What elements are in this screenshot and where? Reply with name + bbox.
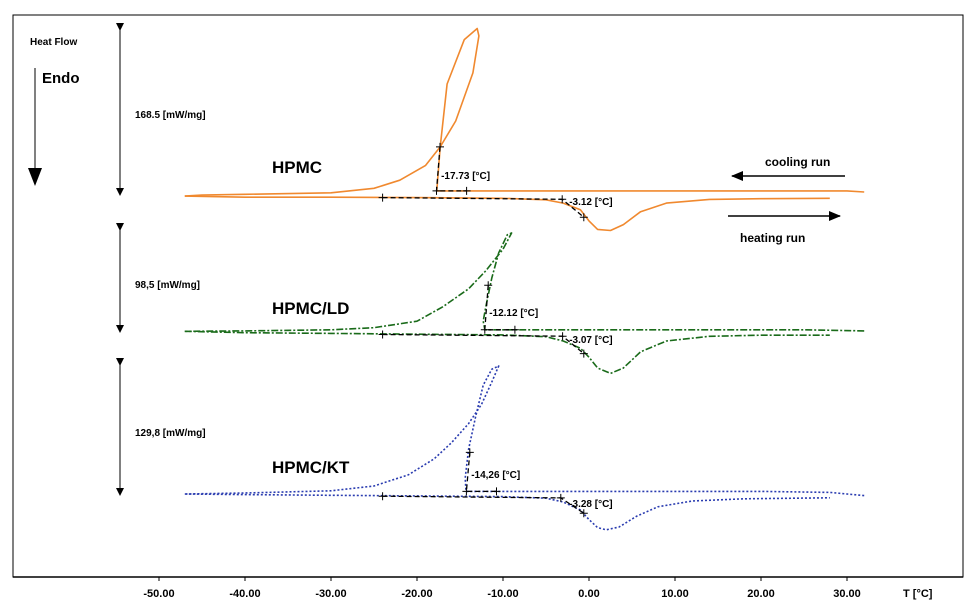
x-tick-label: -20.00 <box>401 588 432 600</box>
cooling-run-label: cooling run <box>765 155 830 169</box>
onset-marker-hpmc-kt-4 <box>556 493 565 502</box>
curve-hpmc-kt-cooling <box>184 365 865 497</box>
series-name-hpmc-kt: HPMC/KT <box>272 458 350 477</box>
onset-tangent-cooling-hpmc-kt <box>465 452 497 493</box>
curve-hpmc-cooling <box>184 27 865 197</box>
series-name-hpmc: HPMC <box>272 158 322 177</box>
onset-marker-hpmc-ld-1 <box>480 325 489 334</box>
onset-marker-hpmc-kt-2 <box>492 487 501 496</box>
x-tick-label: -10.00 <box>487 588 518 600</box>
onset-tangent-cooling-hpmc <box>435 146 467 192</box>
onset-label-heating-hpmc-ld: -3.07 [°C] <box>569 335 612 346</box>
endo-label: Endo <box>42 70 80 87</box>
x-tick-label: 0.00 <box>578 588 599 600</box>
onset-marker-hpmc-ld-5 <box>579 349 588 358</box>
curves-layer <box>184 27 865 531</box>
x-tick-label: -40.00 <box>229 588 260 600</box>
x-tick-label: -30.00 <box>315 588 346 600</box>
x-ticks-layer: -50.00 -40.00 -30.00 -20.00 -10.00 0.00 10.00 2… <box>143 577 861 600</box>
onset-marker-hpmc-ld-4 <box>558 332 567 341</box>
onset-marker-hpmc-4 <box>558 195 567 204</box>
x-tick-label: 20.00 <box>747 588 775 600</box>
curve-hpmc-ld-heating <box>184 330 830 375</box>
onset-marker-hpmc-5 <box>579 213 588 222</box>
onset-label-cooling-hpmc-ld: -12.12 [°C] <box>489 308 538 319</box>
onset-marker-hpmc-0 <box>436 142 444 151</box>
endo-arrow-head <box>28 168 42 186</box>
onset-tangent-heating-hpmc-ld <box>382 333 585 355</box>
onset-marker-hpmc-kt-5 <box>579 509 588 518</box>
onset-tangent-heating-hpmc-kt <box>382 495 585 514</box>
onset-label-heating-hpmc: -3.12 [°C] <box>569 197 612 208</box>
onset-marker-hpmc-ld-2 <box>510 325 519 334</box>
scale-label-hpmc-ld: 98,5 [mW/mg] <box>135 280 200 291</box>
onset-label-heating-hpmc-kt: -3.28 [°C] <box>569 499 612 510</box>
curve-hpmc-heating <box>184 195 830 232</box>
scale-label-hpmc-kt: 129,8 [mW/mg] <box>135 428 206 439</box>
onset-marker-hpmc-kt-1 <box>462 487 471 496</box>
onset-marker-hpmc-ld-0 <box>484 281 493 290</box>
y-axis-label: Heat Flow <box>30 37 77 48</box>
onset-marker-hpmc-kt-3 <box>378 492 387 501</box>
scale-label-hpmc: 168.5 [mW/mg] <box>135 110 206 121</box>
x-tick-label: 30.00 <box>833 588 861 600</box>
x-tick-label: -50.00 <box>143 588 174 600</box>
onset-label-cooling-hpmc: -17.73 [°C] <box>441 171 490 182</box>
onset-marker-hpmc-kt-0 <box>465 448 474 457</box>
series-name-hpmc-ld: HPMC/LD <box>272 299 349 318</box>
x-axis-label: T [°C] <box>903 588 933 600</box>
onset-layer: -17.73 [°C] -3.12 [°C] -12.12 [°C] -3.07 [°… <box>378 142 613 518</box>
onset-marker-hpmc-2 <box>462 186 471 195</box>
onset-marker-hpmc-ld-3 <box>378 330 387 339</box>
heating-run-label: heating run <box>740 231 805 245</box>
onset-marker-hpmc-1 <box>432 186 441 195</box>
x-tick-label: 10.00 <box>661 588 689 600</box>
onset-label-cooling-hpmc-kt: -14,26 [°C] <box>471 470 520 481</box>
curve-hpmc-kt-heating <box>184 493 830 531</box>
curve-hpmc-ld-cooling <box>184 232 865 333</box>
onset-marker-hpmc-3 <box>378 193 387 202</box>
